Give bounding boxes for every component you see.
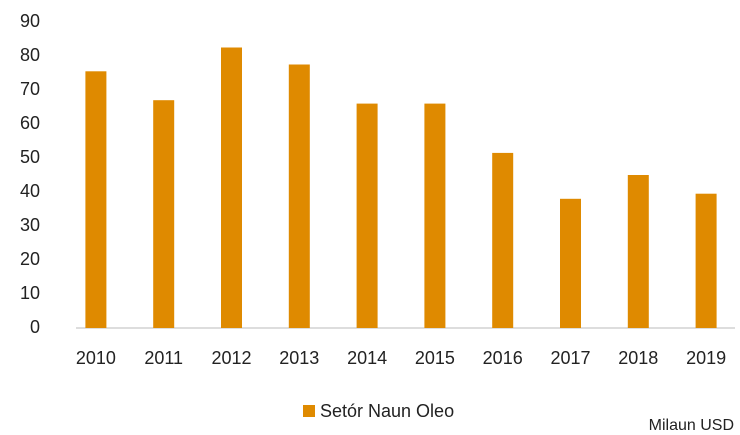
bar (288, 64, 310, 328)
y-tick-label: 20 (20, 249, 40, 269)
bar (492, 152, 514, 328)
y-tick-label: 40 (20, 181, 40, 201)
x-tick-label: 2012 (211, 348, 251, 368)
legend-label: Setór Naun Oleo (320, 401, 454, 421)
bar (695, 193, 717, 328)
y-tick-label: 90 (20, 11, 40, 31)
x-tick-label: 2014 (347, 348, 387, 368)
bar (85, 71, 107, 329)
x-tick-label: 2011 (144, 348, 183, 368)
y-tick-label: 80 (20, 45, 40, 65)
x-tick-label: 2010 (76, 348, 116, 368)
bar (221, 47, 242, 328)
y-tick-label: 70 (20, 79, 40, 99)
y-tick-label: 60 (20, 113, 40, 133)
bar (627, 175, 649, 328)
x-tick-label: 2013 (279, 348, 319, 368)
x-tick-label: 2018 (618, 348, 658, 368)
legend-swatch (303, 405, 315, 417)
bar (356, 103, 378, 328)
x-tick-label: 2016 (483, 348, 523, 368)
y-tick-label: 10 (20, 283, 40, 303)
unit-note: Milaun USD (649, 417, 734, 434)
x-tick-label: 2017 (550, 348, 590, 368)
x-tick-label: 2015 (415, 348, 455, 368)
bar (153, 100, 175, 328)
y-tick-label: 0 (30, 317, 40, 337)
y-tick-label: 50 (20, 147, 40, 167)
bar (424, 103, 446, 328)
x-tick-label: 2019 (686, 348, 726, 368)
bar (560, 198, 581, 328)
y-tick-label: 30 (20, 215, 40, 235)
